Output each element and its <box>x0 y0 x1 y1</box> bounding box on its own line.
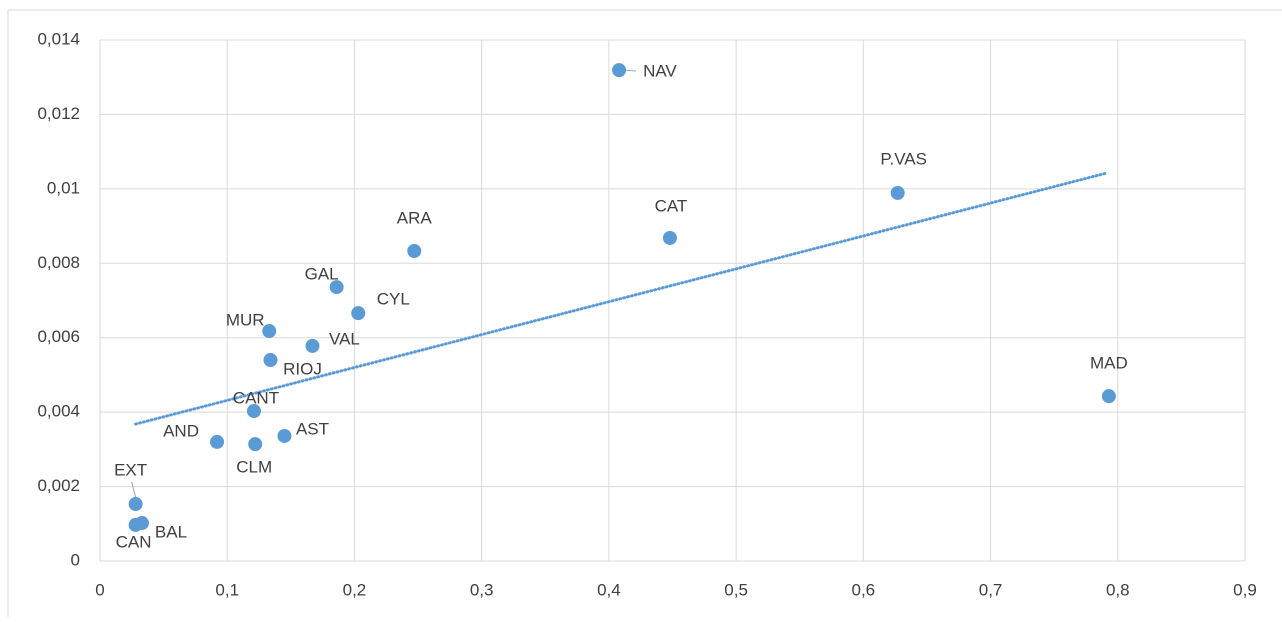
point <box>246 404 261 419</box>
point-label: MUR <box>226 311 265 330</box>
point <box>262 324 277 339</box>
x-tick-label: 0,3 <box>470 580 494 599</box>
x-tick-label: 0,4 <box>597 580 621 599</box>
x-tick-label: 0,5 <box>724 580 748 599</box>
point-label: AST <box>296 419 329 438</box>
point-label: CAT <box>655 196 688 215</box>
point <box>890 185 905 200</box>
x-tick-label: 0,8 <box>1106 580 1130 599</box>
x-tick-label: 0 <box>95 580 104 599</box>
point-label: RIOJ <box>283 360 322 379</box>
point-label: GAL <box>305 265 339 284</box>
point-label: NAV <box>643 62 677 81</box>
trendline <box>134 171 1110 426</box>
point-label: CLM <box>236 458 272 477</box>
point-label: CANT <box>233 389 279 408</box>
point <box>351 306 366 321</box>
point <box>128 497 143 512</box>
point-label: CYL <box>377 290 410 309</box>
point <box>263 353 278 368</box>
point <box>210 434 225 449</box>
point-label: VAL <box>329 329 360 348</box>
point <box>277 428 292 443</box>
point-label: P.VAS <box>880 149 927 168</box>
y-tick-label: 0,004 <box>37 402 80 421</box>
point-label: CAN <box>116 532 152 551</box>
point-label: AND <box>163 421 199 440</box>
x-tick-label: 0,6 <box>852 580 876 599</box>
point <box>612 63 627 78</box>
y-tick-label: 0,012 <box>37 104 80 123</box>
leader-line <box>626 69 637 72</box>
y-tick-label: 0,01 <box>47 178 80 197</box>
y-tick-label: 0 <box>71 550 80 569</box>
point <box>329 280 344 295</box>
point <box>407 244 422 259</box>
y-tick-label: 0,008 <box>37 253 80 272</box>
point <box>248 437 263 452</box>
point <box>128 517 143 532</box>
point-label: BAL <box>155 523 187 542</box>
y-tick-label: 0,006 <box>37 327 80 346</box>
leader-line <box>131 481 137 498</box>
point <box>662 230 677 245</box>
y-tick-label: 0,002 <box>37 476 80 495</box>
point <box>1101 389 1116 404</box>
x-tick-label: 0,9 <box>1233 580 1257 599</box>
point-label: MAD <box>1090 354 1128 373</box>
y-tick-label: 0,014 <box>37 29 80 48</box>
x-tick-label: 0,7 <box>979 580 1003 599</box>
point <box>305 338 320 353</box>
x-tick-label: 0,1 <box>215 580 239 599</box>
point-label: EXT <box>114 461 147 480</box>
x-tick-label: 0,2 <box>343 580 367 599</box>
point-label: ARA <box>397 208 433 227</box>
